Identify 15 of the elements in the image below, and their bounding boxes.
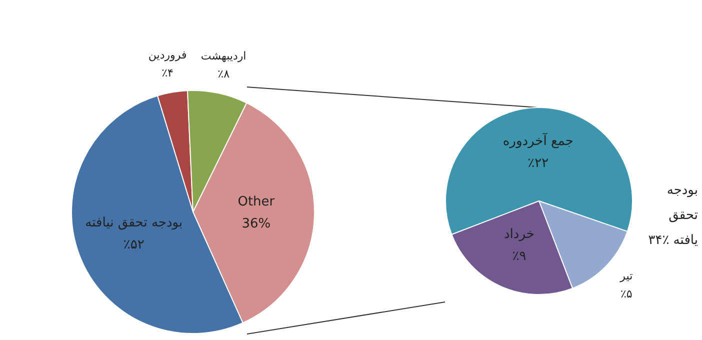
- slice-label: تیر: [619, 269, 633, 282]
- slice-label: اردیبهشت: [200, 50, 246, 63]
- data-label: 36%: [242, 216, 271, 232]
- data-label: ٪۹: [512, 248, 526, 264]
- slice-label: بودجه تحقق نیافته: [85, 216, 183, 231]
- data-label: ٪۴: [162, 66, 174, 80]
- slice-label: فروردین: [148, 48, 187, 62]
- data-label: ٪۲۲: [528, 156, 549, 171]
- data-label: ٪۸: [218, 68, 230, 81]
- data-label: ٪۵۲: [123, 238, 144, 253]
- slice-label: جمع آخردوره: [502, 132, 574, 149]
- text: بودجه تحقق یافته ٪۳۴: [647, 182, 698, 250]
- slice-label: Other: [238, 194, 276, 210]
- slice-label: خرداد: [504, 226, 534, 242]
- data-label: ٪۵: [620, 287, 632, 300]
